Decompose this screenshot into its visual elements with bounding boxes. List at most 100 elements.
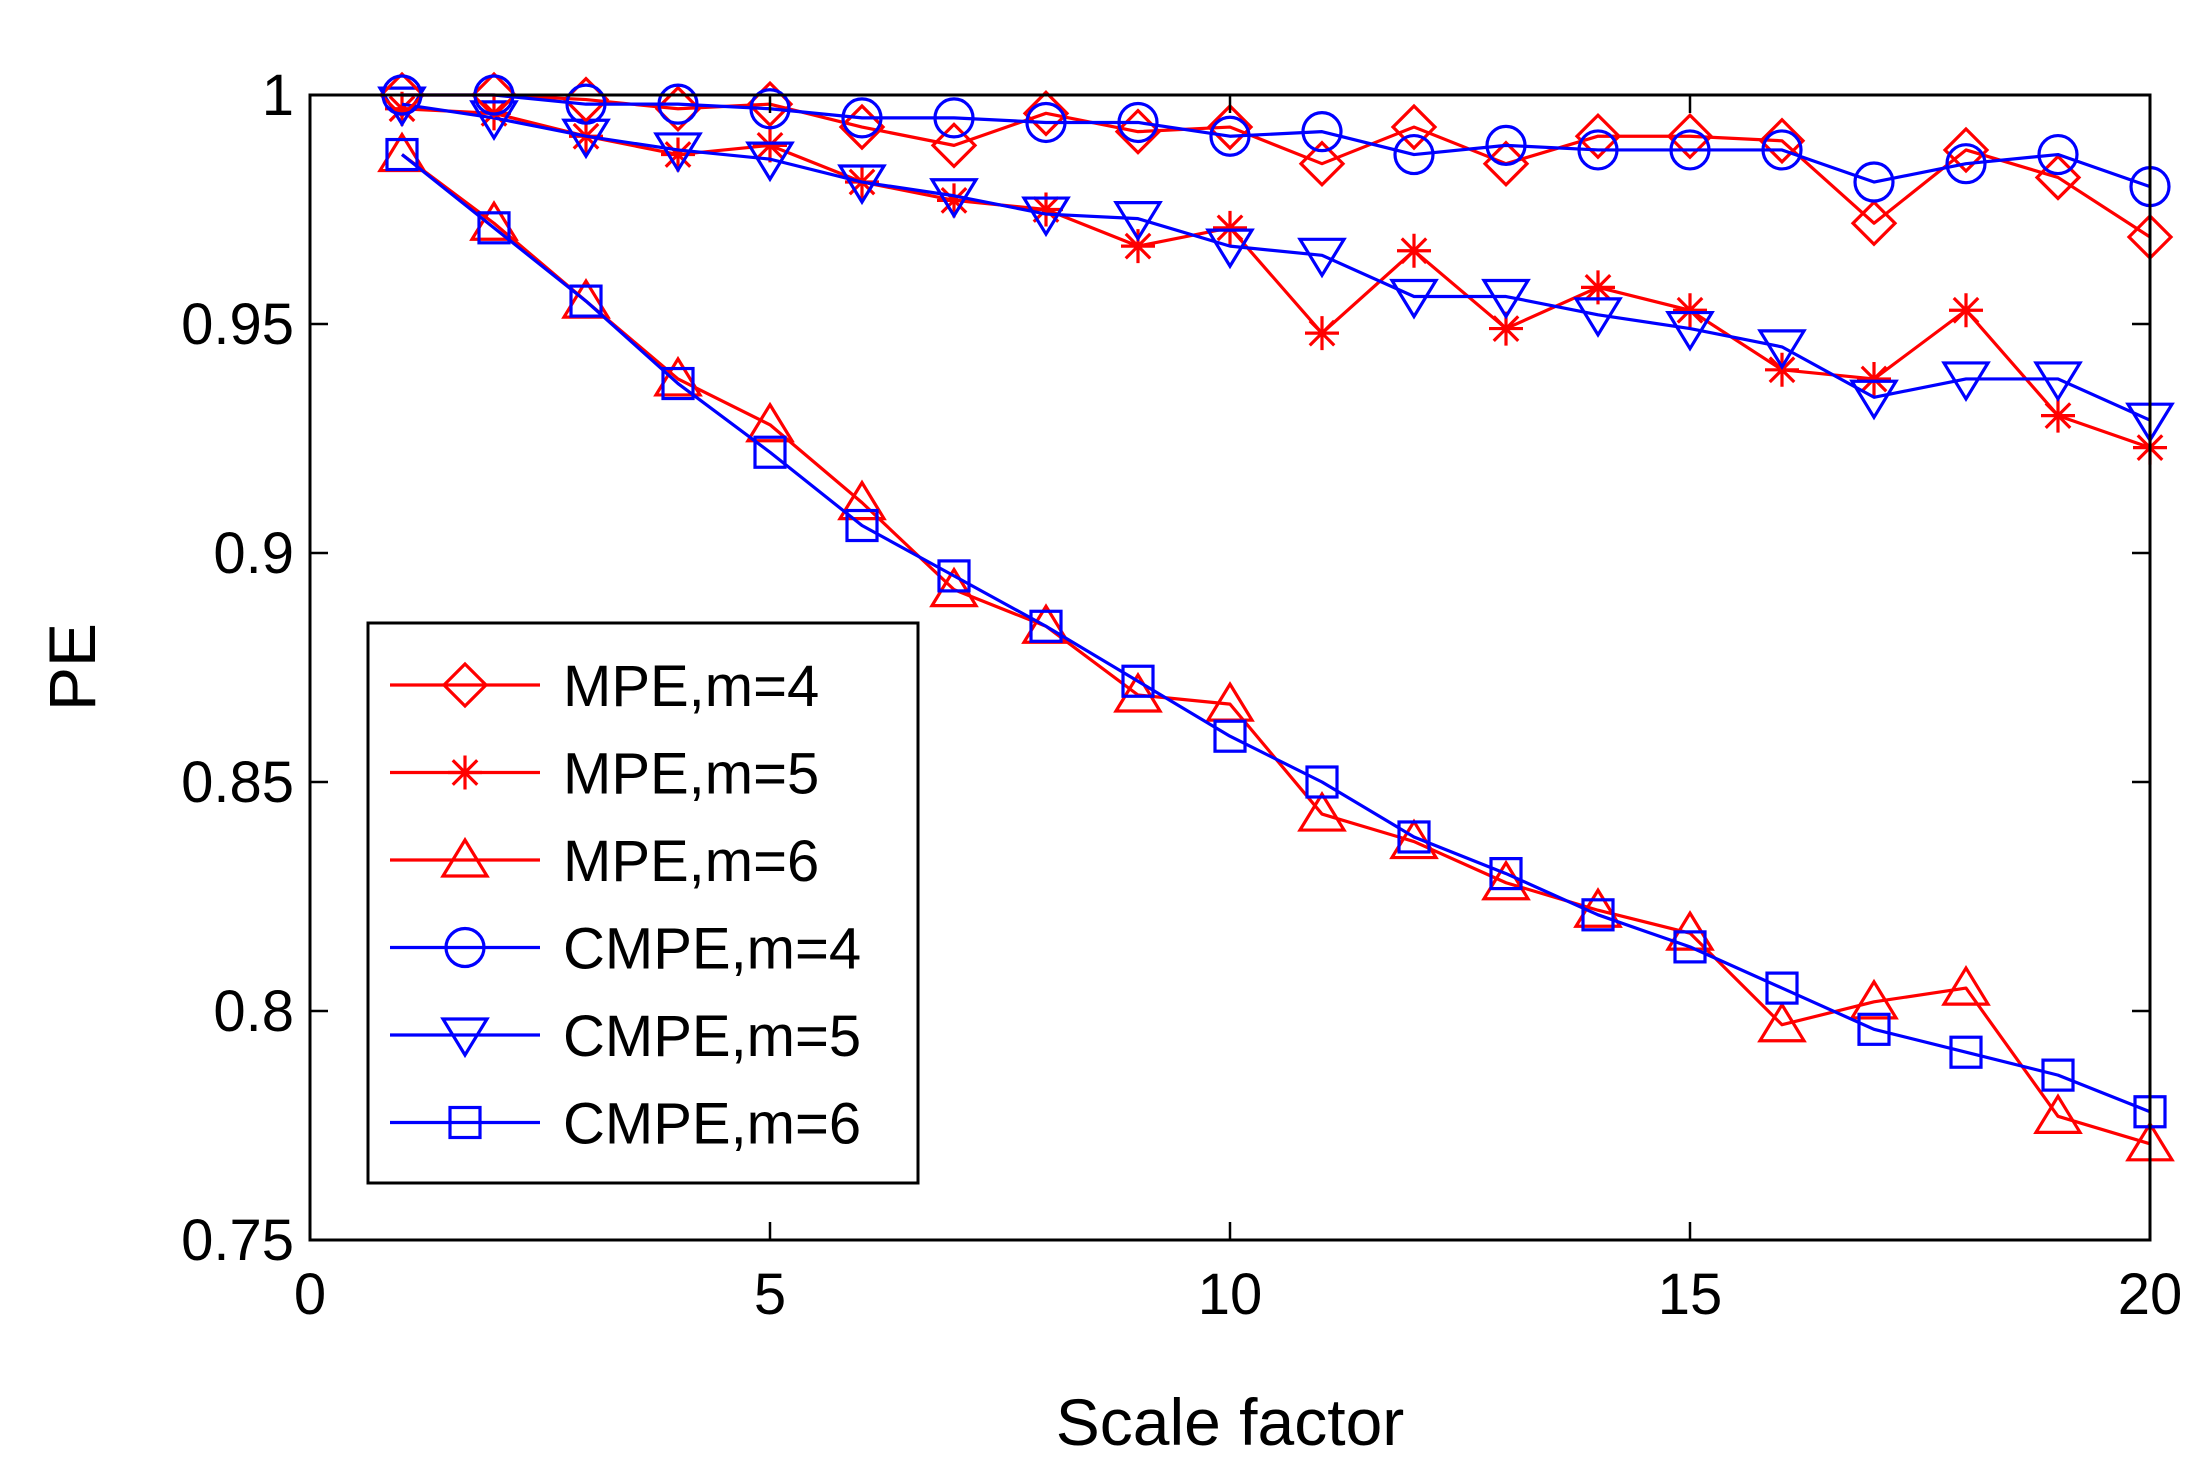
data-point-triangle-up xyxy=(1481,859,1531,901)
data-point-square xyxy=(753,435,787,469)
data-point-circle xyxy=(1945,143,1987,185)
data-point-asterisk xyxy=(1949,293,1983,328)
x-tick-label: 0 xyxy=(294,1262,326,1327)
data-point-asterisk xyxy=(1305,316,1339,351)
data-point-square xyxy=(477,211,511,245)
data-point-square xyxy=(569,284,603,318)
data-point-triangle-up xyxy=(1389,818,1439,860)
data-point-diamond xyxy=(1942,126,1990,174)
axis-ticks: 0 5 10 15 20 0.75 0.8 0.85 0.9 0.95 1 xyxy=(181,63,2182,1327)
series-cmpe-m-6 xyxy=(385,137,2167,1129)
data-point-circle xyxy=(657,83,699,125)
data-point-asterisk xyxy=(2041,398,2075,433)
legend-entry: CMPE,m=5 xyxy=(390,1004,861,1069)
data-point-asterisk xyxy=(753,128,787,163)
series-line xyxy=(402,93,2151,239)
data-point-asterisk xyxy=(385,91,419,126)
data-point-circle xyxy=(1025,101,1067,144)
x-axis-label: Scale factor xyxy=(1056,1385,1405,1459)
data-point-triangle-up xyxy=(837,479,887,521)
data-point-square xyxy=(845,508,879,543)
data-point-triangle-up xyxy=(1849,978,1899,1020)
x-tick-label: 20 xyxy=(2118,1262,2183,1327)
data-point-asterisk xyxy=(937,183,971,218)
data-point-circle xyxy=(1669,129,1711,171)
legend-entry: MPE,m=4 xyxy=(390,654,819,719)
series-cmpe-m-5 xyxy=(377,86,2175,444)
legend: MPE,m=4 MPE,m=5 MPE,m=6 CMPE,m=4 CMPE,m=5 CMP… xyxy=(366,621,920,1185)
data-point-triangle-down xyxy=(1757,329,1807,370)
data-point-triangle-down xyxy=(837,164,887,206)
data-point-square xyxy=(2041,1058,2075,1092)
legend-label: CMPE,m=6 xyxy=(563,1092,861,1157)
data-point-triangle-down xyxy=(1941,361,1991,403)
data-point-diamond xyxy=(378,71,426,119)
y-tick-label: 0.95 xyxy=(181,292,294,357)
data-point-asterisk xyxy=(1857,361,1891,396)
data-point-diamond xyxy=(1022,90,1070,137)
data-point-triangle-down xyxy=(1297,237,1347,279)
data-point-circle xyxy=(1393,133,1435,176)
data-point-triangle-up xyxy=(1757,1001,1807,1043)
y-tick-label: 0.75 xyxy=(181,1208,294,1273)
data-point-triangle-up xyxy=(745,401,795,443)
data-point-asterisk xyxy=(661,137,695,172)
legend-marker-asterisk xyxy=(448,755,482,790)
data-point-square xyxy=(1857,1012,1891,1046)
legend-box xyxy=(366,621,920,1185)
data-point-circle xyxy=(1577,129,1619,171)
legend-marker-circle xyxy=(444,926,486,969)
legend-entry: MPE,m=5 xyxy=(390,742,819,807)
data-point-square xyxy=(1213,719,1247,753)
data-point-diamond xyxy=(1206,103,1254,151)
data-point-diamond xyxy=(1298,140,1346,187)
data-point-circle xyxy=(1853,161,1895,203)
data-point-triangle-down xyxy=(1481,278,1531,320)
data-point-circle xyxy=(749,88,791,130)
data-point-diamond xyxy=(1574,112,1622,160)
data-point-circle xyxy=(1209,115,1251,157)
data-point-triangle-up xyxy=(653,355,703,397)
data-point-square xyxy=(937,559,971,593)
data-point-triangle-up xyxy=(929,566,979,608)
data-point-circle xyxy=(2037,133,2079,176)
data-point-triangle-up xyxy=(1941,965,1991,1006)
legend-entry: MPE,m=6 xyxy=(390,829,819,894)
data-point-triangle-down xyxy=(1389,278,1439,320)
data-point-asterisk xyxy=(1121,229,1155,264)
data-point-triangle-down xyxy=(1665,310,1715,352)
data-point-asterisk xyxy=(1489,311,1523,346)
data-point-square xyxy=(1673,930,1707,964)
data-point-circle xyxy=(1117,101,1159,144)
data-point-diamond xyxy=(1850,199,1898,247)
data-point-diamond xyxy=(930,122,978,169)
data-point-asterisk xyxy=(1213,210,1247,245)
data-point-square xyxy=(1765,971,1799,1005)
data-point-triangle-up xyxy=(1297,790,1347,832)
data-point-square xyxy=(1581,898,1615,932)
legend-entry: CMPE,m=4 xyxy=(390,917,861,982)
data-point-circle xyxy=(1301,111,1343,153)
legend-label: MPE,m=6 xyxy=(563,829,819,894)
legend-label: MPE,m=5 xyxy=(563,742,819,807)
legend-marker-triangle-down xyxy=(440,1017,490,1059)
series-layer xyxy=(377,71,2175,1162)
data-point-triangle-down xyxy=(1205,228,1255,270)
data-point-diamond xyxy=(1666,112,1714,160)
data-point-triangle-up xyxy=(469,200,519,241)
data-point-circle xyxy=(565,83,607,125)
data-point-triangle-down xyxy=(1021,196,1071,238)
data-point-diamond xyxy=(1758,117,1806,165)
data-point-square xyxy=(1949,1035,1983,1069)
data-point-triangle-up xyxy=(1113,671,1163,713)
data-point-triangle-down xyxy=(469,100,519,141)
legend-marker-diamond xyxy=(441,661,489,709)
y-tick-label: 0.9 xyxy=(213,521,294,586)
data-point-triangle-down xyxy=(1573,297,1623,338)
data-point-diamond xyxy=(2034,154,2082,201)
legend-marker-triangle-up xyxy=(440,836,490,878)
data-point-triangle-down xyxy=(745,141,795,183)
data-point-triangle-down xyxy=(2033,361,2083,403)
